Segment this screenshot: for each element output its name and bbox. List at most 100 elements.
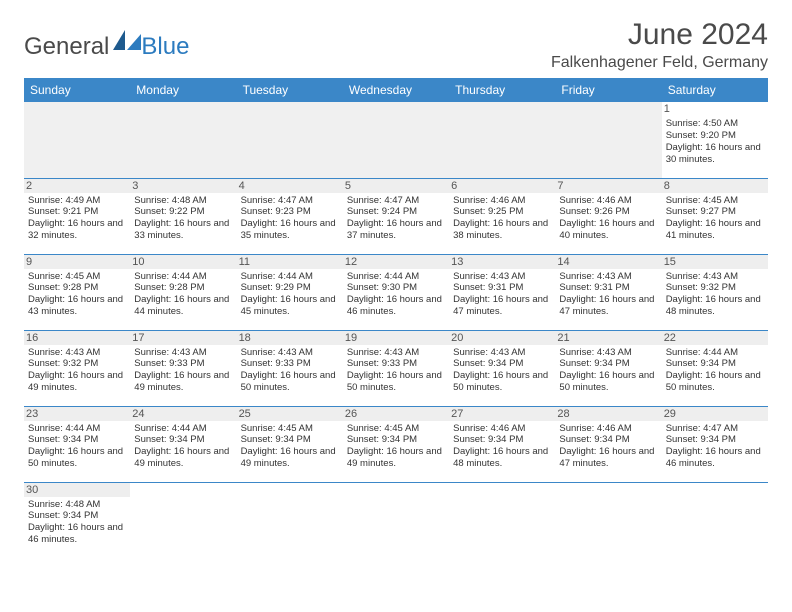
day-number: 16 xyxy=(24,331,130,345)
calendar-cell: 10Sunrise: 4:44 AMSunset: 9:28 PMDayligh… xyxy=(130,254,236,330)
calendar-cell: 26 Sunrise: 4:45 AMSunset: 9:34 PMDayligh… xyxy=(343,406,449,482)
sunset-text: Sunset: 9:32 PM xyxy=(28,358,126,370)
day-details: Sunrise: 4:44 AMSunset: 9:29 PMDaylight:… xyxy=(241,271,339,319)
calendar-cell: 1Sunrise: 4:50 AMSunset: 9:20 PMDaylight… xyxy=(662,102,768,178)
sunrise-text: Sunrise: 4:49 AM xyxy=(28,195,126,207)
day-details: Sunrise: 4:43 AMSunset: 9:33 PMDaylight:… xyxy=(241,347,339,395)
calendar-cell xyxy=(343,102,449,178)
calendar-cell: 24Sunrise: 4:44 AMSunset: 9:34 PMDayligh… xyxy=(130,406,236,482)
daylight-text: Daylight: 16 hours and 50 minutes. xyxy=(666,370,764,394)
day-details: Sunrise: 4:47 AMSunset: 9:24 PMDaylight:… xyxy=(347,195,445,243)
day-number: 29 xyxy=(662,407,768,421)
day-details: Sunrise: 4:45 AMSunset: 9:34 PMDaylight:… xyxy=(347,423,445,471)
day-number: 13 xyxy=(449,255,555,269)
daylight-text: Daylight: 16 hours and 43 minutes. xyxy=(28,294,126,318)
sunrise-text: Sunrise: 4:45 AM xyxy=(347,423,445,435)
calendar-row: 2Sunrise: 4:49 AMSunset: 9:21 PMDaylight… xyxy=(24,178,768,254)
calendar-cell: 30Sunrise: 4:48 AMSunset: 9:34 PMDayligh… xyxy=(24,482,130,558)
day-details: Sunrise: 4:45 AMSunset: 9:27 PMDaylight:… xyxy=(666,195,764,243)
sunset-text: Sunset: 9:29 PM xyxy=(241,282,339,294)
daylight-text: Daylight: 16 hours and 46 minutes. xyxy=(666,446,764,470)
day-number: 1 xyxy=(662,102,768,116)
sunset-text: Sunset: 9:34 PM xyxy=(559,434,657,446)
sunrise-text: Sunrise: 4:44 AM xyxy=(134,271,232,283)
sunrise-text: Sunrise: 4:50 AM xyxy=(666,118,764,130)
sunrise-text: Sunrise: 4:45 AM xyxy=(28,271,126,283)
sunset-text: Sunset: 9:34 PM xyxy=(666,358,764,370)
calendar-cell: 19Sunrise: 4:43 AMSunset: 9:33 PMDayligh… xyxy=(343,330,449,406)
day-details: Sunrise: 4:43 AMSunset: 9:33 PMDaylight:… xyxy=(134,347,232,395)
day-number: 6 xyxy=(449,179,555,193)
calendar-cell xyxy=(343,482,449,558)
sunrise-text: Sunrise: 4:45 AM xyxy=(666,195,764,207)
sunset-text: Sunset: 9:24 PM xyxy=(347,206,445,218)
sunset-text: Sunset: 9:34 PM xyxy=(453,434,551,446)
weekday-header: Saturday xyxy=(662,78,768,102)
calendar-cell: 3Sunrise: 4:48 AMSunset: 9:22 PMDaylight… xyxy=(130,178,236,254)
day-number: 18 xyxy=(237,331,343,345)
sunrise-text: Sunrise: 4:46 AM xyxy=(453,195,551,207)
calendar-row: 1Sunrise: 4:50 AMSunset: 9:20 PMDaylight… xyxy=(24,102,768,178)
calendar-cell: 21Sunrise: 4:43 AMSunset: 9:34 PMDayligh… xyxy=(555,330,661,406)
sunrise-text: Sunrise: 4:46 AM xyxy=(453,423,551,435)
sunset-text: Sunset: 9:34 PM xyxy=(347,434,445,446)
sunset-text: Sunset: 9:27 PM xyxy=(666,206,764,218)
sunset-text: Sunset: 9:34 PM xyxy=(559,358,657,370)
calendar-cell: 5Sunrise: 4:47 AMSunset: 9:24 PMDaylight… xyxy=(343,178,449,254)
day-number: 14 xyxy=(555,255,661,269)
sunrise-text: Sunrise: 4:44 AM xyxy=(347,271,445,283)
sunrise-text: Sunrise: 4:43 AM xyxy=(28,347,126,359)
daylight-text: Daylight: 16 hours and 49 minutes. xyxy=(134,446,232,470)
calendar-cell: 14Sunrise: 4:43 AMSunset: 9:31 PMDayligh… xyxy=(555,254,661,330)
weekday-header: Wednesday xyxy=(343,78,449,102)
daylight-text: Daylight: 16 hours and 45 minutes. xyxy=(241,294,339,318)
sunset-text: Sunset: 9:34 PM xyxy=(666,434,764,446)
daylight-text: Daylight: 16 hours and 49 minutes. xyxy=(28,370,126,394)
sunrise-text: Sunrise: 4:44 AM xyxy=(666,347,764,359)
sunset-text: Sunset: 9:34 PM xyxy=(134,434,232,446)
daylight-text: Daylight: 16 hours and 50 minutes. xyxy=(559,370,657,394)
daylight-text: Daylight: 16 hours and 49 minutes. xyxy=(241,446,339,470)
day-details: Sunrise: 4:47 AMSunset: 9:23 PMDaylight:… xyxy=(241,195,339,243)
sunset-text: Sunset: 9:22 PM xyxy=(134,206,232,218)
calendar-cell xyxy=(237,102,343,178)
sunrise-text: Sunrise: 4:43 AM xyxy=(241,347,339,359)
sunset-text: Sunset: 9:34 PM xyxy=(28,510,126,522)
calendar-cell: 16 Sunrise: 4:43 AMSunset: 9:32 PMDayligh… xyxy=(24,330,130,406)
calendar-table: Sunday Monday Tuesday Wednesday Thursday… xyxy=(24,78,768,558)
logo-text-sub: Blue xyxy=(141,33,189,61)
daylight-text: Daylight: 16 hours and 48 minutes. xyxy=(453,446,551,470)
sunset-text: Sunset: 9:26 PM xyxy=(559,206,657,218)
daylight-text: Daylight: 16 hours and 49 minutes. xyxy=(347,446,445,470)
header: General Blue June 2024 Falkenhagener Fel… xyxy=(24,18,768,72)
calendar-cell: 27Sunrise: 4:46 AMSunset: 9:34 PMDayligh… xyxy=(449,406,555,482)
sunset-text: Sunset: 9:34 PM xyxy=(453,358,551,370)
calendar-cell xyxy=(555,102,661,178)
sunrise-text: Sunrise: 4:46 AM xyxy=(559,195,657,207)
day-number: 2 xyxy=(24,179,130,193)
daylight-text: Daylight: 16 hours and 46 minutes. xyxy=(347,294,445,318)
sunrise-text: Sunrise: 4:43 AM xyxy=(134,347,232,359)
sunset-text: Sunset: 9:20 PM xyxy=(666,130,764,142)
calendar-cell xyxy=(237,482,343,558)
daylight-text: Daylight: 16 hours and 32 minutes. xyxy=(28,218,126,242)
sunset-text: Sunset: 9:32 PM xyxy=(666,282,764,294)
calendar-cell: 25Sunrise: 4:45 AMSunset: 9:34 PMDayligh… xyxy=(237,406,343,482)
calendar-row: 16Sunrise: 4:43 AMSunset: 9:32 PMDayligh… xyxy=(24,330,768,406)
sunset-text: Sunset: 9:34 PM xyxy=(241,434,339,446)
day-details: Sunrise: 4:43 AMSunset: 9:34 PMDaylight:… xyxy=(453,347,551,395)
logo: General Blue xyxy=(24,30,189,64)
day-number: 9 xyxy=(24,255,130,269)
weekday-header: Sunday xyxy=(24,78,130,102)
calendar-cell: 20Sunrise: 4:43 AMSunset: 9:34 PMDayligh… xyxy=(449,330,555,406)
daylight-text: Daylight: 16 hours and 44 minutes. xyxy=(134,294,232,318)
calendar-row: 23Sunrise: 4:44 AMSunset: 9:34 PMDayligh… xyxy=(24,406,768,482)
day-number: 26 xyxy=(343,407,449,421)
sunset-text: Sunset: 9:30 PM xyxy=(347,282,445,294)
day-details: Sunrise: 4:45 AMSunset: 9:34 PMDaylight:… xyxy=(241,423,339,471)
sunrise-text: Sunrise: 4:43 AM xyxy=(559,347,657,359)
day-details: Sunrise: 4:48 AMSunset: 9:34 PMDaylight:… xyxy=(28,499,126,547)
day-number: 12 xyxy=(343,255,449,269)
sunset-text: Sunset: 9:25 PM xyxy=(453,206,551,218)
daylight-text: Daylight: 16 hours and 33 minutes. xyxy=(134,218,232,242)
